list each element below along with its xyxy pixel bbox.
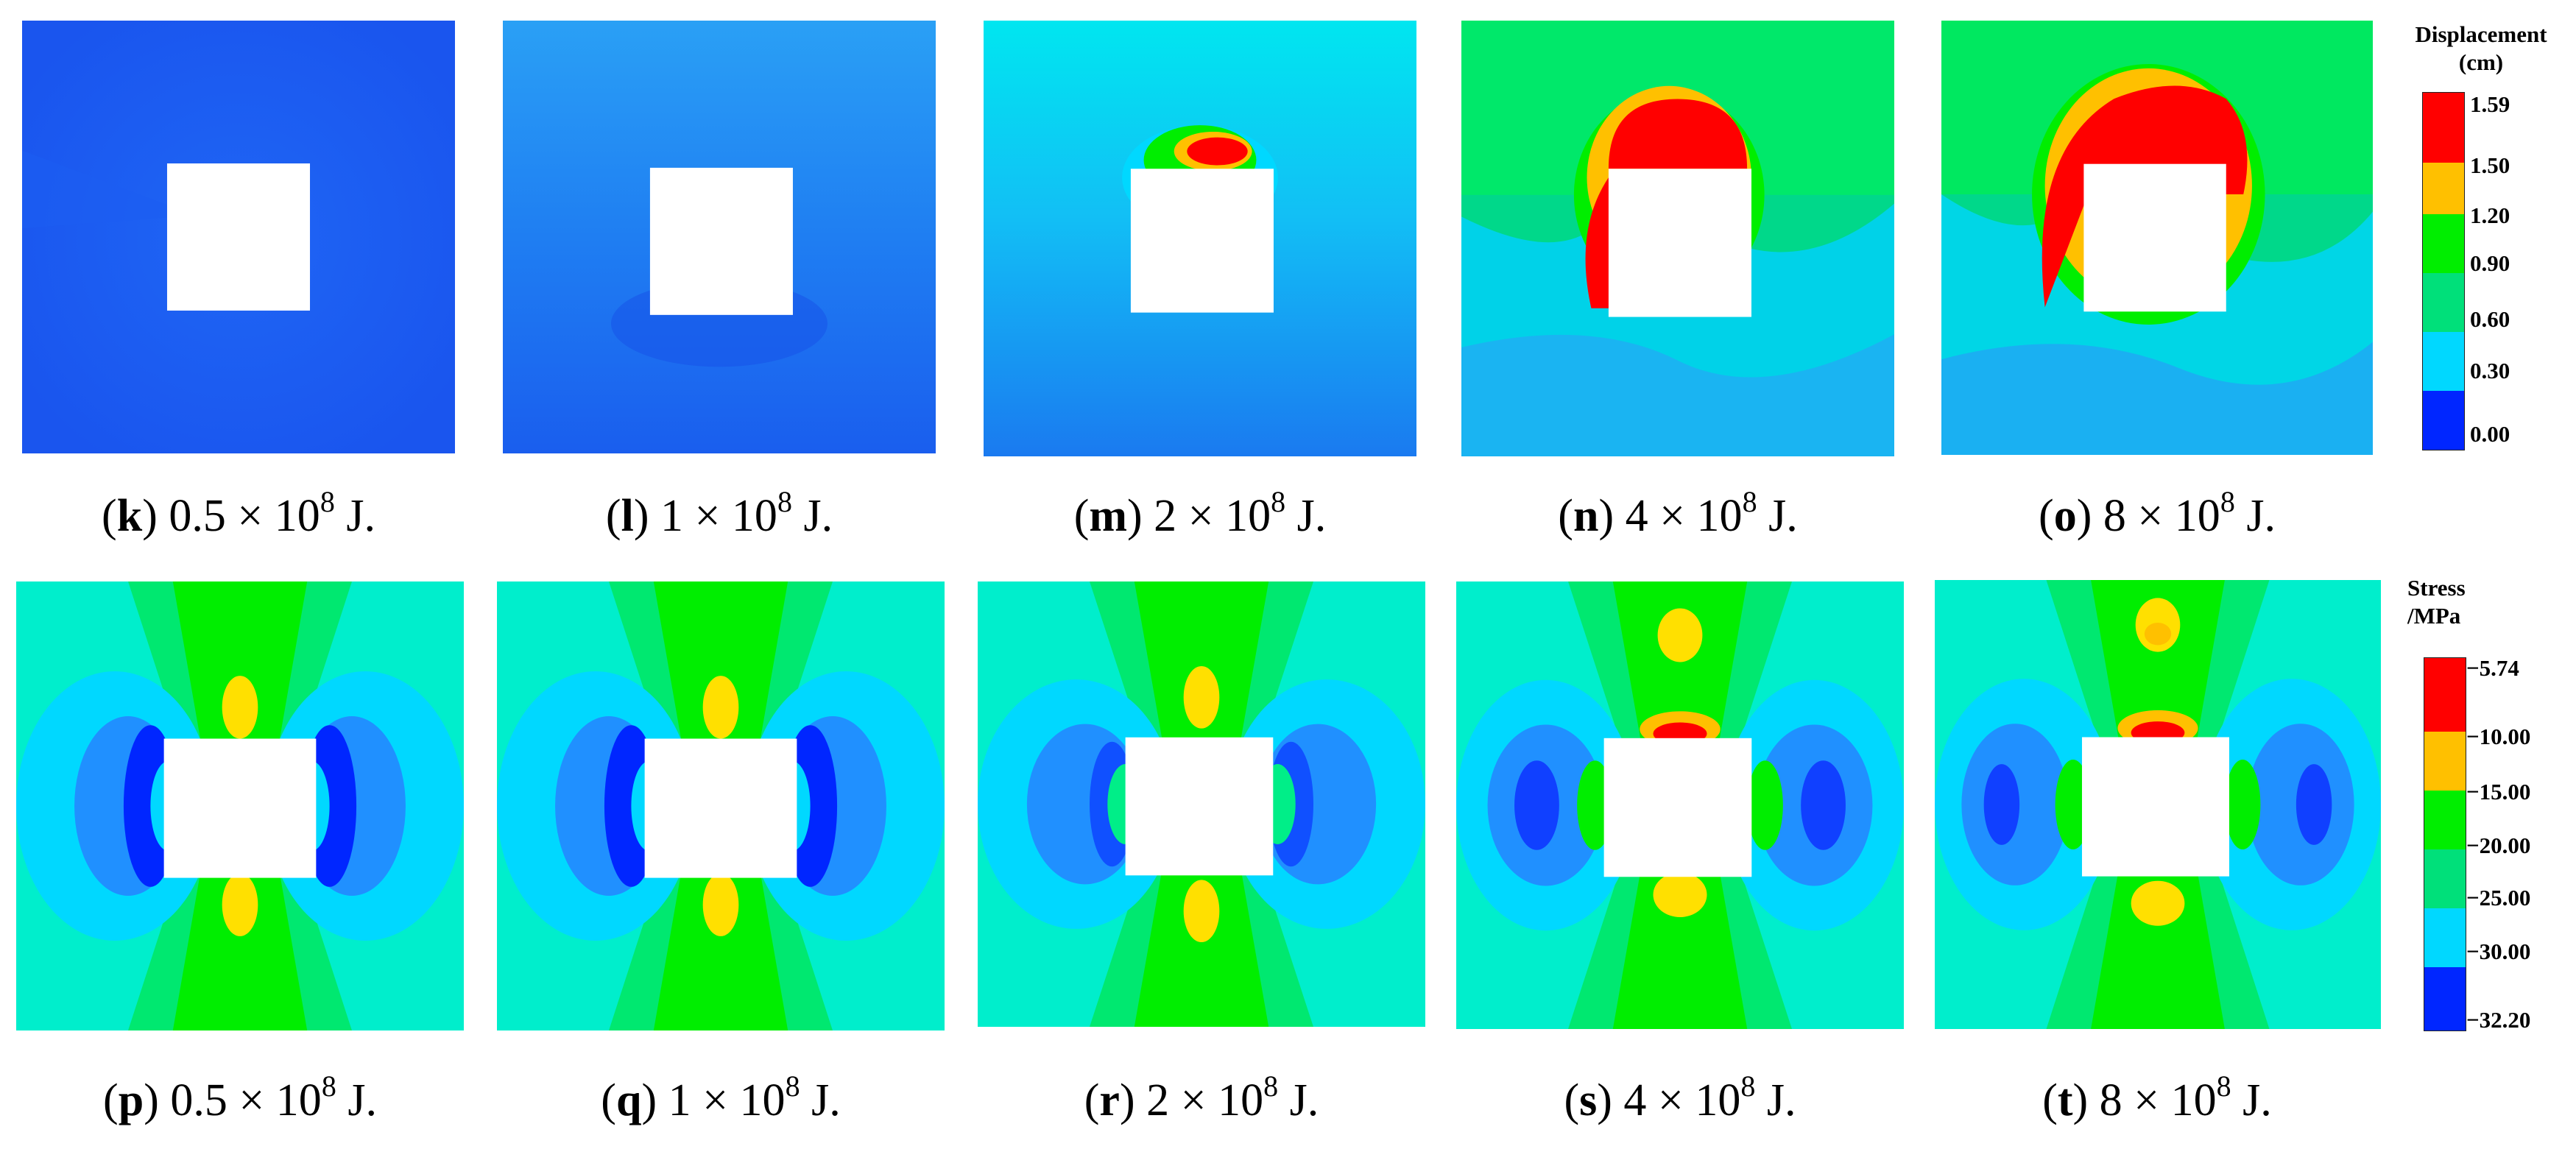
caption-s: (s) 4 × 108 J. — [1564, 1070, 1796, 1126]
displacement-swatch-3 — [2423, 273, 2464, 332]
caption-r-energy: 2 × 10 — [1146, 1075, 1264, 1125]
stress-panel-t — [1935, 580, 2381, 1029]
caption-t-exp: 8 — [2216, 1070, 2231, 1103]
displacement-panel-k — [22, 21, 455, 453]
caption-k-energy: 0.5 × 10 — [169, 491, 320, 541]
stress-swatch-4 — [2424, 908, 2466, 967]
caption-t-unit: J. — [2231, 1075, 2272, 1125]
stress-swatch-0 — [2424, 658, 2466, 732]
caption-k-unit: J. — [334, 491, 375, 541]
caption-s-exp: 8 — [1740, 1070, 1756, 1103]
caption-m-energy: 2 × 10 — [1154, 491, 1271, 541]
stress-tick-5: −30.00 — [2466, 938, 2531, 964]
caption-m: (m) 2 × 108 J. — [1073, 485, 1327, 542]
stress-swatch-1 — [2424, 732, 2466, 791]
caption-m-unit: J. — [1285, 491, 1327, 541]
displacement-tick-1: 1.50 — [2470, 152, 2510, 178]
caption-p: (p) 0.5 × 108 J. — [103, 1070, 377, 1126]
displacement-swatch-4 — [2423, 332, 2464, 391]
caption-l-exp: 8 — [777, 485, 792, 518]
caption-p-letter: p — [118, 1075, 144, 1125]
caption-l-letter: l — [621, 491, 634, 541]
displacement-swatch-0 — [2423, 93, 2464, 163]
caption-n-exp: 8 — [1742, 485, 1757, 518]
displacement-tick-3: 0.90 — [2470, 250, 2510, 276]
caption-l: (l) 1 × 108 J. — [605, 485, 833, 542]
caption-q-energy: 1 × 10 — [668, 1075, 786, 1125]
caption-r: (r) 2 × 108 J. — [1084, 1070, 1319, 1126]
caption-n: (n) 4 × 108 J. — [1558, 485, 1798, 542]
stress-swatch-2 — [2424, 791, 2466, 849]
stress-panel-q — [497, 581, 945, 1030]
caption-o: (o) 8 × 108 J. — [2039, 485, 2276, 542]
displacement-panel-m — [984, 21, 1416, 456]
caption-p-energy: 0.5 × 10 — [170, 1075, 322, 1125]
caption-o-energy: 8 × 10 — [2103, 491, 2220, 541]
displacement-legend-title: Displacement (cm) — [2389, 21, 2573, 77]
stress-colorbar — [2424, 657, 2466, 1031]
displacement-tick-4: 0.60 — [2470, 306, 2510, 332]
displacement-legend-title-line1: Displacement — [2415, 21, 2547, 47]
caption-k-exp: 8 — [320, 485, 335, 518]
caption-q-unit: J. — [800, 1075, 841, 1125]
caption-q-exp: 8 — [785, 1070, 800, 1103]
caption-l-energy: 1 × 10 — [660, 491, 777, 541]
displacement-colorbar — [2422, 92, 2465, 450]
caption-s-energy: 4 × 10 — [1623, 1075, 1741, 1125]
caption-n-energy: 4 × 10 — [1625, 491, 1743, 541]
displacement-swatch-2 — [2423, 214, 2464, 273]
stress-tick-1: −10.00 — [2466, 724, 2531, 749]
displacement-swatch-1 — [2423, 163, 2464, 214]
displacement-panel-o — [1941, 21, 2373, 455]
caption-n-letter: n — [1573, 491, 1599, 541]
caption-m-letter: m — [1089, 491, 1128, 541]
caption-r-letter: r — [1099, 1075, 1120, 1125]
displacement-swatch-5 — [2423, 391, 2464, 450]
caption-o-exp: 8 — [2220, 485, 2235, 518]
stress-tick-3: −20.00 — [2466, 832, 2531, 858]
caption-n-unit: J. — [1757, 491, 1798, 541]
caption-t-energy: 8 × 10 — [2099, 1075, 2217, 1125]
caption-q: (q) 1 × 108 J. — [601, 1070, 841, 1126]
caption-s-unit: J. — [1755, 1075, 1796, 1125]
stress-legend-title: Stress /MPa — [2407, 574, 2510, 630]
displacement-tick-2: 1.20 — [2470, 202, 2510, 228]
stress-legend-title-line2: /MPa — [2407, 603, 2461, 629]
caption-t-letter: t — [2057, 1075, 2073, 1125]
caption-s-letter: s — [1579, 1075, 1598, 1125]
caption-k: (k) 0.5 × 108 J. — [102, 485, 375, 542]
stress-tick-0: −5.74 — [2466, 655, 2519, 681]
stress-tick-4: −25.00 — [2466, 885, 2531, 911]
caption-r-unit: J. — [1278, 1075, 1319, 1125]
stress-swatch-5 — [2424, 967, 2466, 1030]
caption-k-letter: k — [116, 491, 143, 541]
stress-tick-2: −15.00 — [2466, 779, 2531, 805]
caption-m-exp: 8 — [1271, 485, 1286, 518]
caption-p-exp: 8 — [321, 1070, 336, 1103]
displacement-tick-0: 1.59 — [2470, 91, 2510, 117]
displacement-panel-l — [503, 21, 936, 453]
caption-t: (t) 8 × 108 J. — [2042, 1070, 2272, 1126]
stress-swatch-3 — [2424, 849, 2466, 908]
caption-o-letter: o — [2053, 491, 2077, 541]
stress-panel-r — [978, 581, 1425, 1027]
caption-q-letter: q — [615, 1075, 642, 1125]
displacement-legend-title-line2: (cm) — [2458, 49, 2504, 75]
caption-r-exp: 8 — [1263, 1070, 1279, 1103]
displacement-tick-6: 0.00 — [2470, 421, 2510, 447]
stress-panel-p — [16, 581, 464, 1030]
caption-o-unit: J. — [2234, 491, 2276, 541]
caption-p-unit: J. — [336, 1075, 377, 1125]
caption-l-unit: J. — [791, 491, 833, 541]
stress-legend-title-line1: Stress — [2407, 575, 2466, 601]
stress-panel-s — [1456, 581, 1904, 1029]
displacement-panel-n — [1461, 21, 1894, 456]
displacement-tick-5: 0.30 — [2470, 358, 2510, 383]
stress-tick-6: −32.20 — [2466, 1007, 2531, 1033]
